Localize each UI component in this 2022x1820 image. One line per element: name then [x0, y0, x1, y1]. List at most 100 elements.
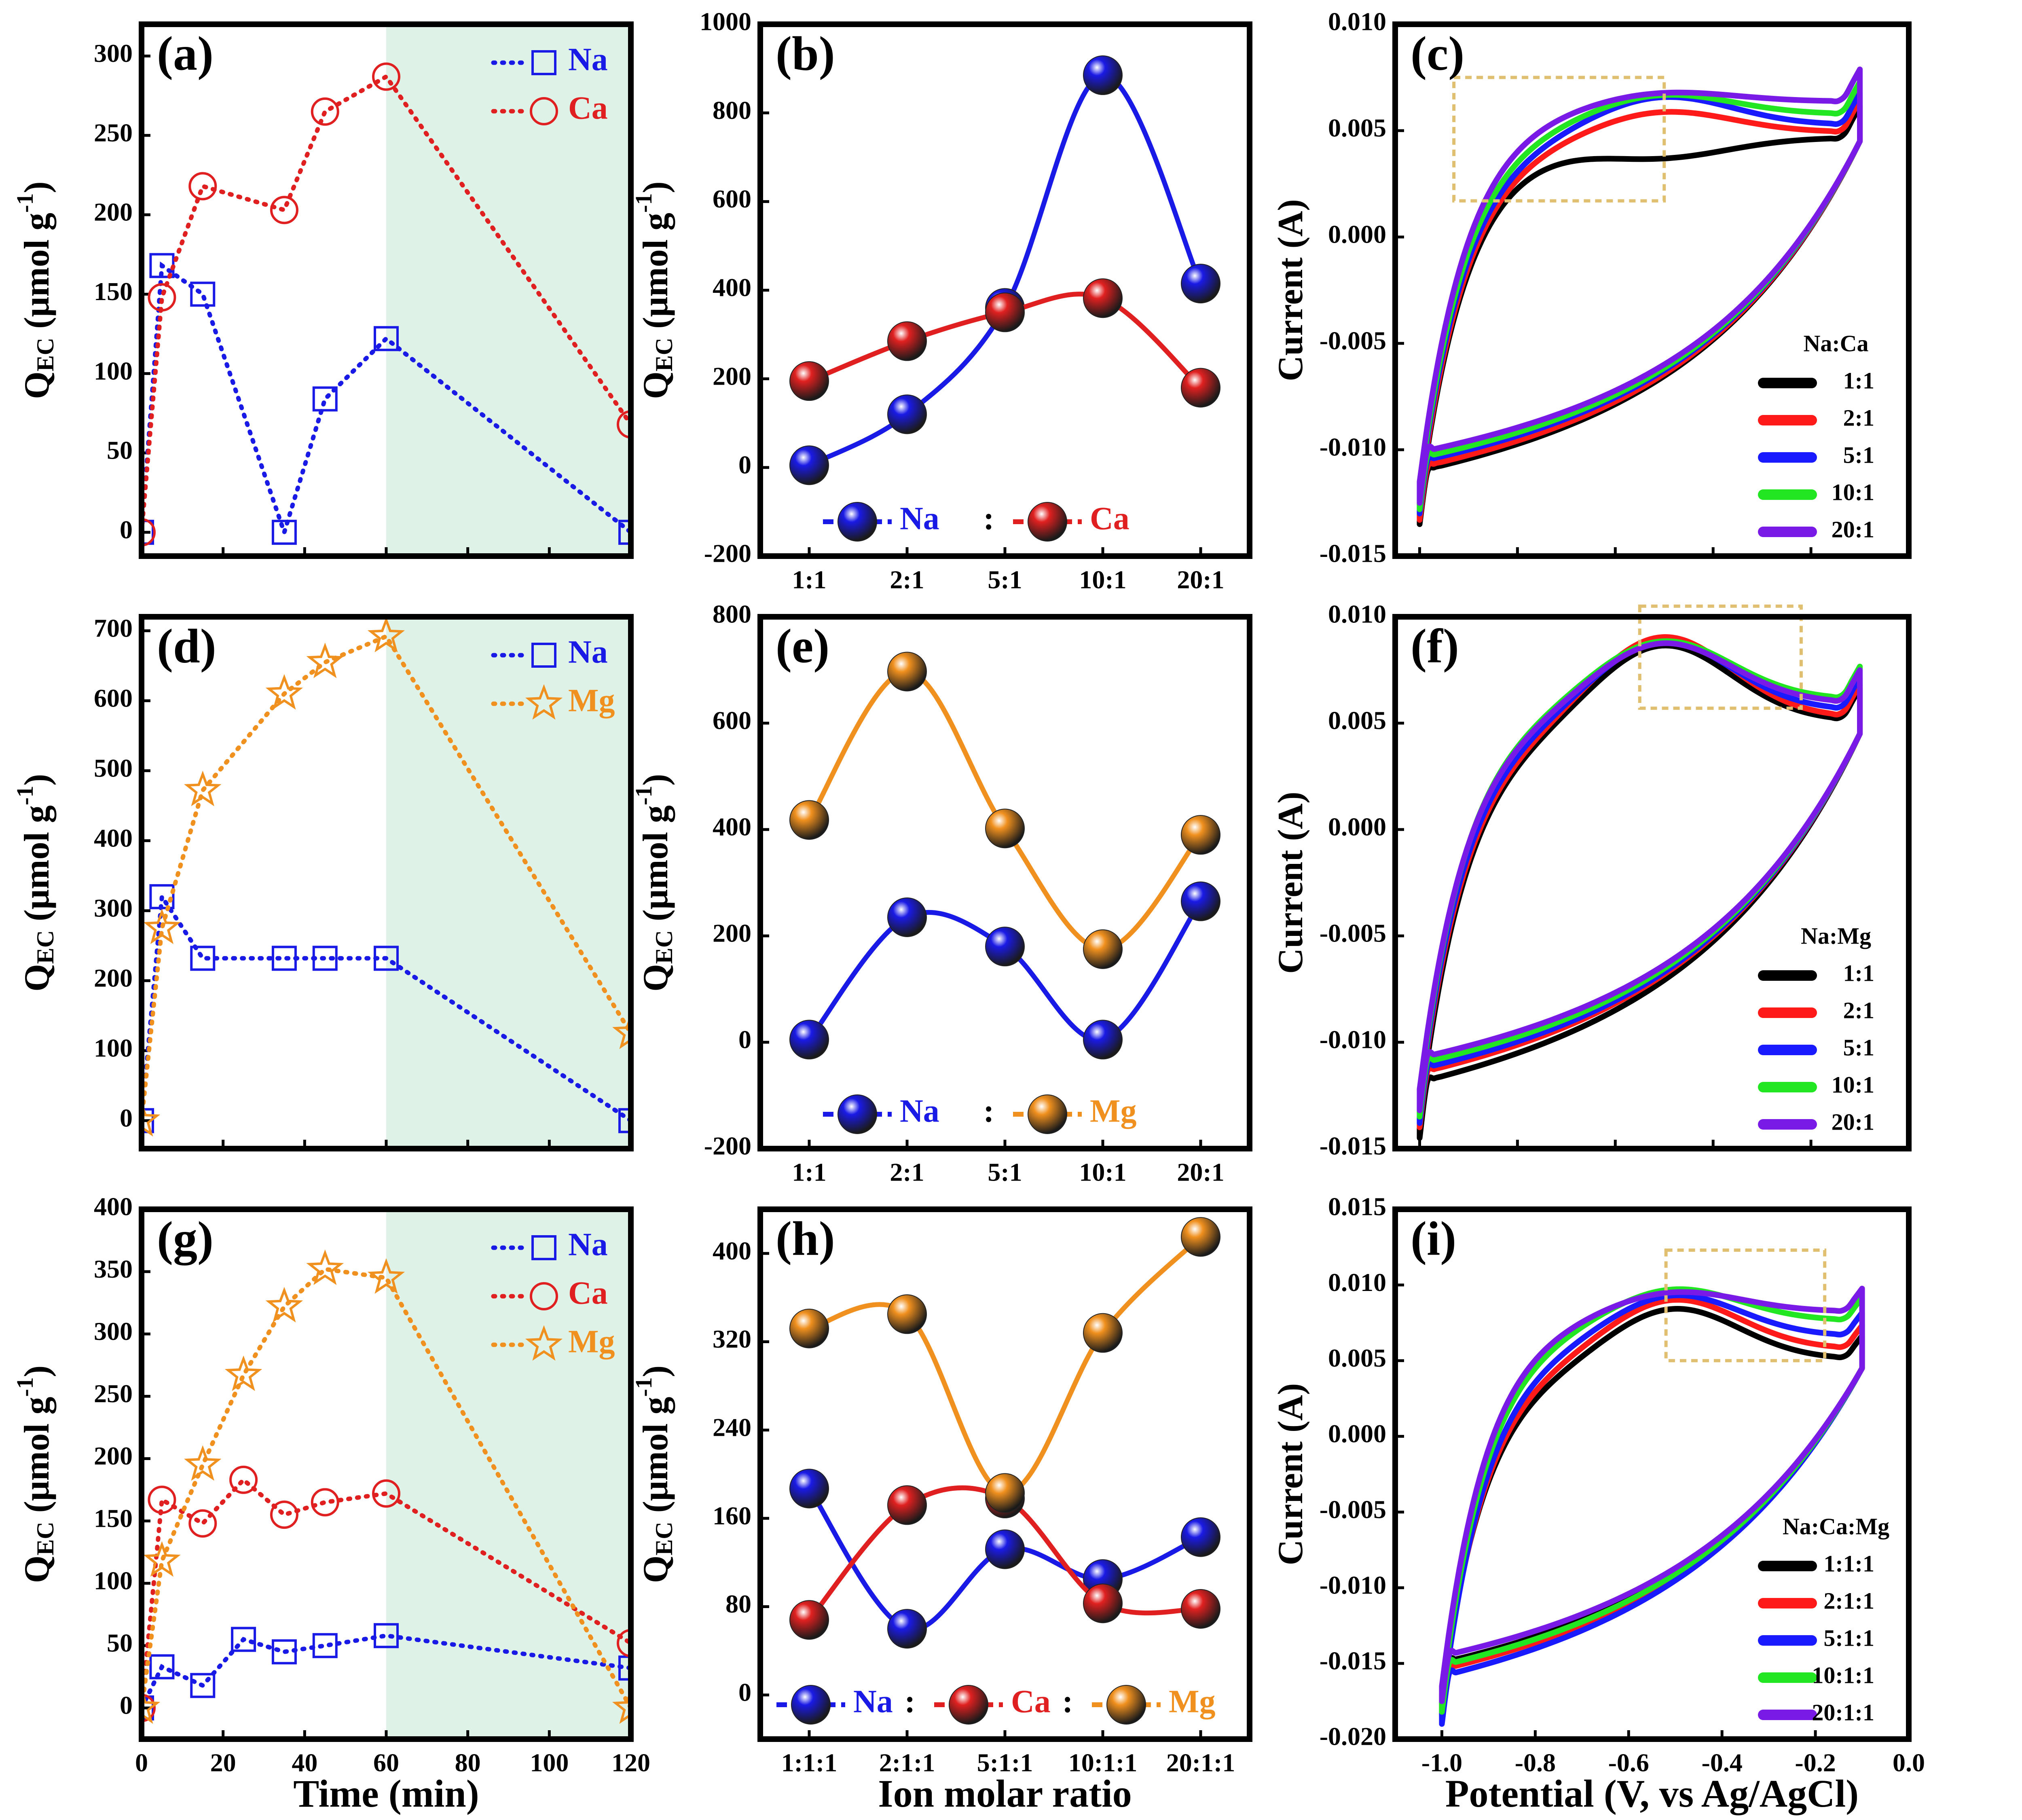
legend-label: 10:1:1	[1812, 1662, 1874, 1688]
y-tick-label: 0	[120, 1691, 133, 1720]
legend-label: Na	[568, 634, 608, 670]
y-tick-label: 100	[94, 1566, 133, 1595]
plot-area	[789, 55, 1220, 485]
y-label-unit: (μmol g	[636, 213, 675, 338]
panel-label: (f)	[1411, 619, 1459, 673]
legend-marker	[838, 1094, 877, 1134]
data-point-na	[312, 946, 338, 971]
data-point-na	[271, 946, 297, 971]
legend-separator: :	[984, 501, 994, 536]
cv-curve	[1439, 1297, 1865, 1719]
data-point-na	[142, 1695, 154, 1721]
y-tick-label: 300	[94, 39, 133, 68]
y-label-unit: (μmol g	[17, 1397, 57, 1522]
data-point-ca	[188, 1509, 217, 1538]
y-tick-label: 50	[107, 436, 133, 465]
data-point-mg	[142, 1101, 161, 1137]
data-point-mg	[1083, 1313, 1123, 1353]
y-axis-label: QEC (μmol g-1)	[630, 1365, 677, 1583]
x-tick-label: -0.6	[1608, 1748, 1649, 1777]
y-axis-label: QEC (μmol g-1)	[630, 774, 677, 991]
legend-label: Mg	[1169, 1684, 1216, 1719]
y-tick-label: -200	[704, 539, 751, 568]
data-point-na	[190, 946, 216, 971]
series-line-na	[142, 261, 631, 540]
data-point-na	[789, 1020, 829, 1060]
y-tick-label: 320	[713, 1325, 751, 1353]
x-tick-label: 60	[373, 1748, 399, 1777]
y-tick-label: 80	[725, 1589, 751, 1618]
cv-curve	[1417, 66, 1863, 506]
y-tick-label: 0.015	[1328, 1192, 1386, 1221]
y-label-q: Q	[636, 1555, 675, 1583]
data-point-mg	[184, 770, 222, 806]
panel-label: (d)	[157, 619, 216, 673]
legend-label: 10:1	[1832, 479, 1874, 505]
x-axis-label-ratio: Ion molar ratio	[878, 1772, 1132, 1815]
y-label-sub: EC	[651, 338, 677, 371]
data-point-ca	[985, 292, 1025, 332]
y-tick-label: -0.005	[1320, 326, 1386, 355]
data-point-ca	[188, 172, 217, 201]
y-tick-label: 200	[94, 963, 133, 992]
data-point-mg	[985, 1473, 1025, 1513]
y-tick-label: 700	[94, 614, 133, 642]
legend-label: 20:1:1	[1812, 1699, 1874, 1725]
x-tick-label: 100	[530, 1748, 569, 1777]
legend-title: Na:Mg	[1801, 923, 1871, 949]
data-point-na	[149, 1654, 175, 1680]
legend-separator: :	[1062, 1684, 1073, 1719]
y-tick-label: 200	[713, 919, 751, 948]
data-point-na	[618, 1108, 631, 1133]
plot-area	[789, 652, 1220, 1060]
data-point-ca	[1181, 368, 1220, 408]
plot-area	[1417, 66, 1863, 527]
data-point-mg	[265, 1287, 303, 1323]
x-tick-label: 10:1	[1079, 565, 1126, 594]
y-tick-label: -0.020	[1320, 1722, 1386, 1751]
data-point-na	[618, 520, 631, 545]
panel-g: 0 50 100 150 200 250 300 350 400 0 20 40 60 80 100 120 Q…	[12, 1192, 650, 1777]
y-tick-label: 600	[713, 184, 751, 213]
x-tick-label: 0	[135, 1748, 148, 1777]
y-tick-label: 400	[94, 1192, 133, 1221]
highlight-box	[1664, 1249, 1827, 1363]
x-tick-label: 5:1:1	[977, 1748, 1033, 1777]
axes-frame	[757, 614, 1252, 1151]
legend-label: 5:1:1	[1823, 1625, 1874, 1651]
y-tick-label: 0.010	[1328, 600, 1386, 629]
legend-title: Na:Ca:Mg	[1783, 1513, 1889, 1539]
y-label-sub: EC	[32, 1522, 59, 1555]
y-label-sup: -1	[12, 786, 38, 805]
data-point-na	[1181, 1517, 1220, 1557]
data-point-ca	[789, 1600, 829, 1640]
shaded-region	[386, 617, 631, 1149]
y-tick-label: 0.005	[1328, 1344, 1386, 1372]
y-tick-label: -0.010	[1320, 1025, 1386, 1054]
data-point-na	[1083, 55, 1123, 95]
legend-label: 20:1	[1832, 1109, 1874, 1135]
y-label-sup: -1	[630, 1377, 657, 1397]
data-point-mg	[143, 1541, 181, 1577]
y-tick-label: 600	[713, 706, 751, 735]
y-tick-label: 300	[94, 1317, 133, 1346]
data-point-na	[789, 1469, 829, 1509]
data-point-ca	[311, 97, 339, 126]
x-tick-label: 5:1	[988, 1158, 1022, 1187]
data-point-ca	[142, 1693, 156, 1722]
y-tick-label: 100	[94, 356, 133, 385]
data-point-mg	[367, 617, 405, 652]
y-tick-label: -0.010	[1320, 1570, 1386, 1599]
y-label-sub: EC	[651, 1522, 677, 1555]
data-point-na	[271, 1639, 297, 1665]
data-point-mg	[612, 1688, 631, 1724]
data-point-na	[887, 897, 927, 937]
y-tick-label: 500	[94, 753, 133, 782]
y-label-q: Q	[636, 964, 675, 991]
y-label-close: )	[636, 774, 675, 785]
legend-label: Na	[900, 1093, 939, 1129]
y-label-q: Q	[17, 371, 57, 399]
y-tick-label: 200	[94, 1441, 133, 1470]
cv-curve	[1439, 1285, 1865, 1704]
data-point-ca	[1083, 278, 1123, 318]
